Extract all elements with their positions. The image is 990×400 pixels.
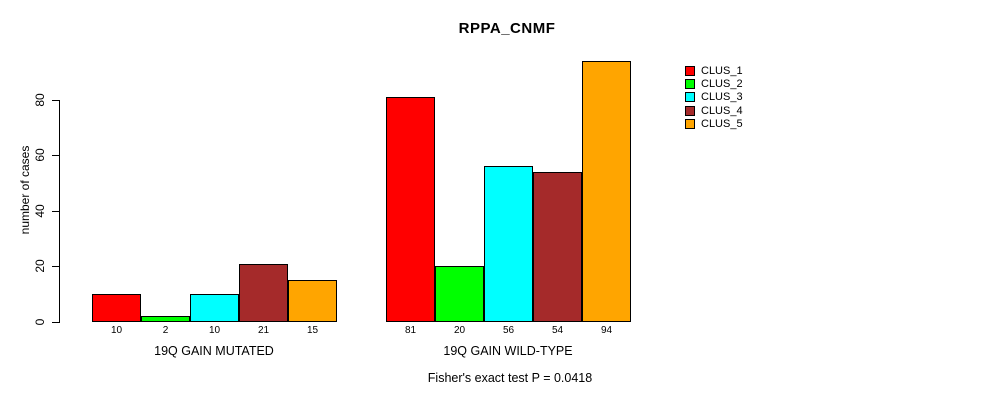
y-tick-label-40: 40 — [33, 204, 47, 218]
legend-item-clus_4: CLUS_4 — [685, 104, 743, 117]
bar-value-label-clus_3-group0: 10 — [208, 325, 221, 336]
bar-clus_1-group0 — [92, 294, 141, 322]
legend-swatch-clus_2 — [685, 79, 695, 90]
y-tick-label-60: 60 — [33, 148, 47, 162]
legend-label-clus_5: CLUS_5 — [701, 118, 743, 131]
bar-clus_4-group0 — [239, 263, 288, 322]
bar-value-label-clus_1-group1: 81 — [404, 325, 417, 336]
bar-value-label-clus_2-group0: 2 — [162, 325, 169, 336]
legend-item-clus_2: CLUS_2 — [685, 77, 743, 90]
legend-label-clus_1: CLUS_1 — [701, 64, 743, 77]
y-tick-label-0: 0 — [33, 318, 47, 326]
bar-clus_3-group0 — [190, 294, 239, 322]
bar-clus_5-group0 — [288, 280, 337, 322]
bar-value-label-clus_1-group0: 10 — [110, 325, 123, 336]
bar-value-label-clus_4-group0: 21 — [257, 325, 270, 336]
bar-clus_1-group1 — [386, 96, 435, 322]
x-group-label-wild-type: 19Q GAIN WILD-TYPE — [443, 344, 573, 358]
y-tick-mark-0 — [52, 322, 59, 323]
y-axis-label: number of cases — [18, 145, 32, 235]
bar-clus_2-group1 — [435, 266, 484, 322]
y-tick-mark-20 — [52, 266, 59, 268]
bar-value-label-clus_5-group0: 15 — [306, 325, 319, 336]
legend-swatch-clus_3 — [685, 92, 695, 103]
bar-value-label-clus_4-group1: 54 — [551, 325, 564, 336]
bar-value-label-clus_3-group1: 56 — [502, 325, 515, 336]
y-tick-label-80: 80 — [33, 92, 47, 107]
bar-clus_4-group1 — [533, 171, 582, 322]
y-axis-line — [59, 99, 60, 323]
bar-clus_3-group1 — [484, 166, 533, 322]
y-tick-label-20: 20 — [33, 259, 47, 274]
legend: CLUS_1 CLUS_2 CLUS_3 CLUS_4 CLUS_5 — [685, 64, 743, 131]
legend-swatch-clus_4 — [685, 105, 695, 116]
bar-clus_5-group1 — [582, 60, 631, 322]
legend-label-clus_3: CLUS_3 — [701, 91, 743, 104]
y-tick-mark-40 — [52, 210, 59, 212]
legend-label-clus_4: CLUS_4 — [701, 104, 743, 117]
legend-item-clus_3: CLUS_3 — [685, 91, 743, 104]
bar-value-label-clus_2-group1: 20 — [453, 325, 466, 336]
legend-item-clus_5: CLUS_5 — [685, 118, 743, 131]
legend-item-clus_1: CLUS_1 — [685, 64, 743, 77]
legend-label-clus_2: CLUS_2 — [701, 78, 743, 91]
legend-swatch-clus_5 — [685, 119, 695, 130]
y-tick-mark-60 — [52, 155, 59, 157]
bar-value-label-clus_5-group1: 94 — [600, 325, 613, 336]
y-tick-mark-80 — [52, 99, 59, 101]
x-group-label-mutated: 19Q GAIN MUTATED — [154, 344, 274, 358]
fisher-test-annotation: Fisher's exact test P = 0.0418 — [427, 371, 593, 385]
legend-swatch-clus_1 — [685, 65, 695, 76]
bar-clus_2-group0 — [141, 316, 190, 322]
chart-title: RPPA_CNMF — [458, 20, 556, 37]
